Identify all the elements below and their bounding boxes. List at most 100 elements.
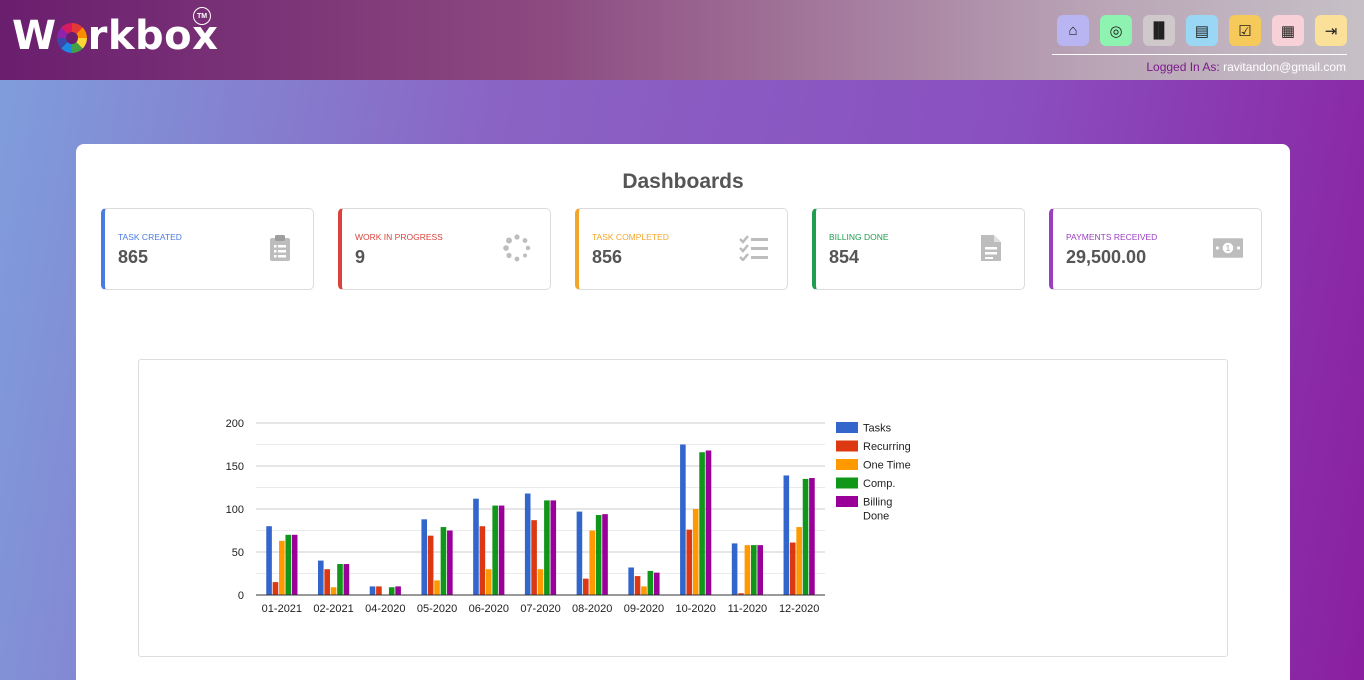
bar-recurring-10-2020 [686,529,693,595]
y-tick-label: 100 [226,504,244,516]
legend-label: Comp. [863,478,895,490]
stat-label: Work In Progress [355,232,443,242]
x-tick-label: 11-2020 [728,603,768,615]
legend-label: Tasks [863,423,892,435]
bar-one-time-01-2021 [279,540,285,595]
bar-comp--06-2020 [492,505,498,595]
x-tick-label: 01-2021 [262,603,302,615]
document-icon[interactable]: ▤ [1186,15,1218,46]
bar-recurring-06-2020 [479,526,486,595]
page-title: Dashboards [622,170,744,193]
bar-comp--09-2020 [647,570,654,595]
x-tick-label: 09-2020 [624,603,664,615]
bar-recurring-08-2020 [583,578,589,595]
bar-one-time-07-2020 [537,569,544,595]
y-tick-label: 150 [226,461,244,473]
bar-tasks-08-2020 [576,511,583,595]
money-icon: 1 [1213,233,1243,263]
bar-tasks-05-2020 [421,519,428,595]
stat-card-payments-received[interactable]: Payments Received 29,500.00 1 [1049,208,1262,290]
stat-value: 29,500.00 [1066,247,1147,267]
stat-cards: Task Created 865 Work In Progress 9 Task Com… [101,208,1262,290]
x-tick-label: 02-2021 [313,603,353,615]
bar-tasks-01-2021 [266,526,272,595]
globe-icon[interactable]: ◎ [1100,15,1132,46]
invoice-icon [976,233,1006,263]
bar-billing-done-04-2020 [395,586,401,595]
bar-tasks-09-2020 [628,567,634,595]
legend-label: Recurring [863,441,911,453]
chart-svg: 0 50 100 150 200 01-2021 02-2021 04-2020 05-2020… [226,418,911,615]
bar-comp--01-2021 [285,534,292,595]
legend-label: One Time [863,460,911,472]
logout-icon[interactable]: ⇥ [1315,15,1347,46]
bar-one-time-06-2020 [485,569,492,595]
bar-billing-done-10-2020 [705,450,712,595]
header-icon-bar: ⌂ ◎ ▐▌ ▤ ☑ ▦ ⇥ [1057,15,1347,46]
spinner-icon [502,233,532,263]
bar-one-time-10-2020 [692,509,699,595]
bar-one-time-11-2020 [744,545,751,595]
bar-tasks-10-2020 [680,444,686,595]
bar-tasks-11-2020 [731,543,738,595]
bar-comp--11-2020 [751,545,757,595]
task-list-icon [739,233,769,263]
legend-label: Billing Done [863,497,892,523]
clipboard-icon [265,233,295,263]
bar-comp--07-2020 [544,500,550,595]
logged-in-label: Logged In As: [1146,60,1220,74]
bar-recurring-12-2020 [789,542,796,595]
bar-billing-done-09-2020 [653,572,660,595]
logged-in-email: ravitandon@gmail.com [1223,60,1346,74]
stat-card-work-in-progress[interactable]: Work In Progress 9 [338,208,551,290]
bar-recurring-04-2020 [376,586,382,595]
stat-card-task-created[interactable]: Task Created 865 [101,208,314,290]
x-tick-label: 05-2020 [417,603,457,615]
bar-billing-done-05-2020 [447,530,453,595]
bar-recurring-11-2020 [738,593,744,595]
bar-billing-done-02-2021 [343,564,350,595]
bar-billing-done-07-2020 [550,500,557,595]
stat-value: 9 [355,247,366,267]
bar-one-time-08-2020 [589,530,596,595]
stat-label: Task Completed [592,232,669,242]
stat-card-billing-done[interactable]: Billing Done 854 [812,208,1025,290]
bar-comp--02-2021 [337,564,343,595]
x-tick-label: 06-2020 [469,603,509,615]
bar-recurring-02-2021 [324,569,330,595]
legend-swatch [836,422,858,433]
checklist-icon[interactable]: ☑ [1229,15,1261,46]
trademark-badge: TM [193,7,211,25]
bar-tasks-04-2020 [369,586,376,595]
home-icon[interactable]: ⌂ [1057,15,1089,46]
logo-letter-w: W [12,13,57,59]
bar-billing-done-08-2020 [602,514,608,595]
x-tick-label: 08-2020 [572,603,612,615]
legend-swatch [836,459,858,470]
bar-recurring-09-2020 [634,576,641,595]
bar-tasks-07-2020 [524,493,531,595]
users-icon[interactable]: ▐▌ [1143,15,1175,46]
bar-comp--12-2020 [802,478,809,595]
bar-comp--08-2020 [595,515,602,595]
header-divider [1052,54,1347,55]
bar-recurring-01-2021 [272,582,279,595]
svg-text:1: 1 [1226,244,1231,253]
stat-card-task-completed[interactable]: Task Completed 856 [575,208,788,290]
stat-value: 865 [118,247,149,267]
apps-grid-icon[interactable]: ▦ [1272,15,1304,46]
bar-comp--05-2020 [440,527,447,595]
stat-label: Payments Received [1066,232,1158,242]
x-tick-label: 12-2020 [779,603,819,615]
legend-swatch [836,496,858,507]
legend-swatch [836,440,858,452]
x-tick-label: 04-2020 [365,603,405,615]
bar-tasks-12-2020 [783,475,790,595]
y-tick-label: 0 [238,590,244,602]
bar-billing-done-01-2021 [291,534,298,595]
bar-billing-done-12-2020 [809,478,815,595]
logo-wheel-icon [56,23,87,53]
y-tick-label: 50 [232,547,244,559]
